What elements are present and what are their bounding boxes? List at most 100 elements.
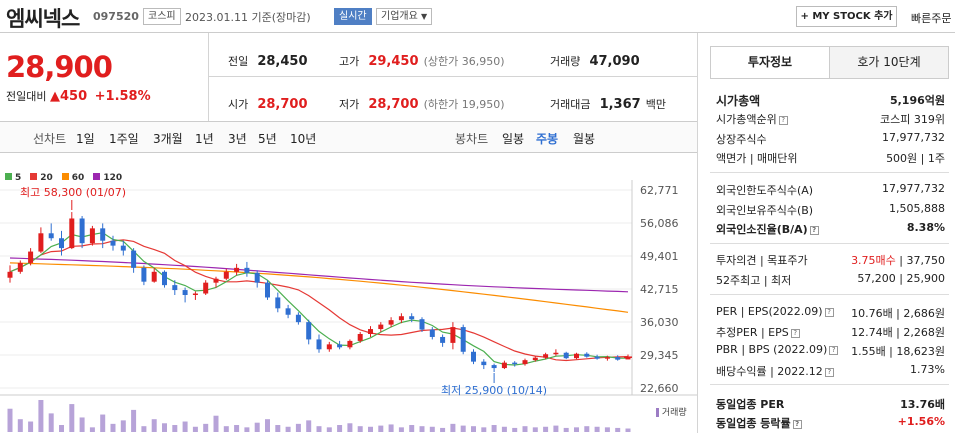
realtime-button[interactable]: 실시간 <box>334 8 372 25</box>
week52-row: 52주최고 | 최저 57,200 | 25,900 <box>716 272 945 287</box>
volume-bar <box>326 427 332 432</box>
help-icon[interactable]: ? <box>778 115 788 125</box>
candle-body <box>38 233 44 252</box>
candle-period-tab[interactable]: 일봉 <box>502 132 525 146</box>
volume-bar <box>69 404 75 432</box>
volume-bar <box>131 409 137 432</box>
candle-body <box>265 282 270 298</box>
candle-body <box>244 267 250 273</box>
help-icon[interactable]: ? <box>790 328 800 338</box>
candle-body <box>59 238 64 249</box>
volume-bar <box>265 419 270 432</box>
volume-bar <box>419 426 425 432</box>
divider <box>697 33 698 433</box>
candle-body <box>326 344 332 350</box>
line-period-tab[interactable]: 5년 <box>258 132 277 146</box>
company-overview-label: 기업개요 <box>381 11 418 22</box>
candle-body <box>584 353 590 357</box>
candle-body <box>254 272 260 283</box>
tab-invest-info[interactable]: 투자정보 <box>710 46 830 79</box>
candle-body <box>69 218 75 249</box>
candle-period-tab[interactable]: 월봉 <box>573 132 596 146</box>
y-tick-label: 36,030 <box>640 316 679 329</box>
par-value-row: 액면가 | 매매단위 500원 | 1주 <box>716 152 945 165</box>
my-stock-add-button[interactable]: + MY STOCK 추가 <box>796 6 897 27</box>
volume-bar <box>295 423 301 432</box>
divider <box>710 243 949 244</box>
candle-body <box>460 327 466 352</box>
candle-body <box>192 293 198 296</box>
line-period-tab[interactable]: 1주일 <box>109 132 139 146</box>
candle-body <box>398 316 404 321</box>
industry-change-row: 동일업종 등락률? +1.56% <box>716 415 945 430</box>
candle-body <box>213 278 219 283</box>
volume-bar <box>532 427 538 432</box>
candle-body <box>450 327 456 343</box>
quick-order-link[interactable]: 빠른주문 <box>911 12 952 25</box>
legend-label: 20 <box>40 173 53 183</box>
legend-label: 120 <box>103 173 123 183</box>
volume-bar <box>192 426 198 432</box>
legend-item: 20 <box>30 173 53 183</box>
candle-body <box>17 262 23 272</box>
volume-bar <box>357 426 363 432</box>
candle-period-tab[interactable]: 주봉 <box>536 132 559 146</box>
volume-bar <box>584 426 590 432</box>
per-row: PER | EPS(2022.09)? 10.76배 | 2,686원 <box>716 305 945 320</box>
volume-bar <box>491 425 497 432</box>
legend-swatch <box>61 173 69 180</box>
chevron-down-icon: ▼ <box>421 12 428 21</box>
volume-bar <box>151 419 157 432</box>
volume-bar <box>223 426 229 432</box>
candlestick-chart: 62,771 56,086 49,401 42,715 36,030 29,345 22,6… <box>0 180 697 432</box>
company-overview-dropdown[interactable]: 기업개요 ▼ <box>376 8 433 25</box>
y-tick-label: 56,086 <box>640 217 679 230</box>
volume-bar <box>574 427 579 432</box>
help-icon[interactable]: ? <box>824 307 834 317</box>
market-cap-row: 시가총액 5,196억원 <box>716 94 945 108</box>
candle-body <box>429 329 435 337</box>
market-badge: 코스피 <box>143 8 181 25</box>
volume: 거래량 47,090 <box>550 54 640 69</box>
stock-name: 엠씨넥스 <box>6 7 80 31</box>
industry-per-row: 동일업종 PER 13.76배 <box>716 398 945 411</box>
volume-bar <box>512 427 518 432</box>
volume-bar <box>368 426 373 432</box>
legend-item: 60 <box>61 173 84 183</box>
volume-bar <box>28 421 34 432</box>
line-period-tab[interactable]: 1년 <box>195 132 214 146</box>
candle-body <box>110 240 116 246</box>
help-icon[interactable]: ? <box>829 345 839 355</box>
candle-body <box>120 245 126 251</box>
line-period-tab[interactable]: 1일 <box>76 132 95 146</box>
divider <box>208 33 209 121</box>
volume-bar <box>594 426 600 432</box>
line-period-tab[interactable]: 3년 <box>228 132 247 146</box>
candle-body <box>481 361 487 366</box>
candle-body <box>625 357 631 360</box>
y-tick-label: 62,771 <box>640 184 679 197</box>
volume-bar <box>254 422 260 432</box>
up-arrow-icon: ▲ <box>49 89 60 104</box>
line-chart-label: 선차트 <box>33 132 67 146</box>
tab-orderbook[interactable]: 호가 10단계 <box>829 46 949 79</box>
volume-bar <box>450 423 456 432</box>
volume-bar <box>409 425 415 432</box>
volume-bar <box>347 423 353 432</box>
candle-body <box>440 336 446 343</box>
stock-header: 엠씨넥스 097520 코스피 2023.01.11 기준(장마감) 실시간 기… <box>0 0 955 33</box>
volume-bar <box>471 426 476 432</box>
help-icon[interactable]: ? <box>792 419 802 429</box>
high-price: 고가 29,450 (상한가 36,950) <box>339 54 505 69</box>
candle-body <box>388 320 394 325</box>
volume-bar <box>48 413 54 432</box>
help-icon[interactable]: ? <box>824 367 834 377</box>
candle-body <box>295 314 301 323</box>
line-period-tab[interactable]: 3개월 <box>153 132 183 146</box>
volume-bar <box>398 427 404 432</box>
volume-bar <box>162 423 167 432</box>
line-period-tab[interactable]: 10년 <box>290 132 317 146</box>
help-icon[interactable]: ? <box>809 225 819 235</box>
volume-bar <box>120 420 126 432</box>
ma60-line <box>9 262 629 313</box>
